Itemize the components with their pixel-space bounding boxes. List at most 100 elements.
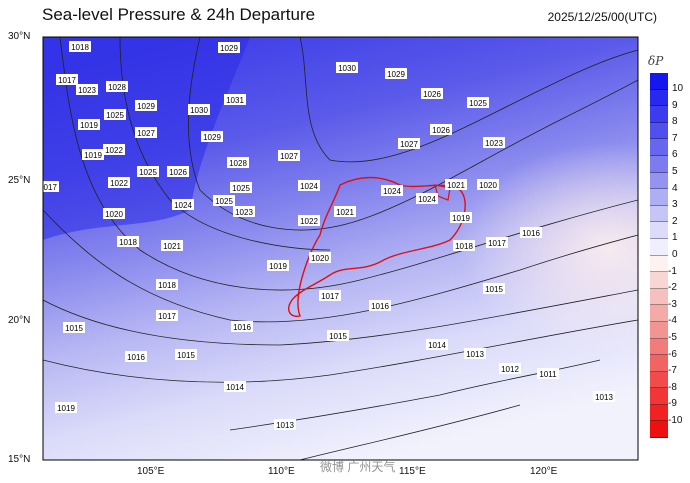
colorbar-label: -5 xyxy=(668,332,677,343)
isobar-label: 1018 xyxy=(119,238,137,247)
isobar-label: 1017 xyxy=(39,183,57,192)
colorbar-label: -3 xyxy=(668,298,677,310)
chart-title: Sea-level Pressure & 24h Departure xyxy=(42,5,316,24)
isobar-label: 1022 xyxy=(105,146,123,155)
colorbar-swatch xyxy=(650,338,668,356)
isobar-label: 1019 xyxy=(452,214,470,223)
isobar-label: 1018 xyxy=(71,43,89,52)
lon-label-115: 115°E xyxy=(399,466,426,477)
colorbar-swatch xyxy=(650,122,668,140)
isobar-label: 1030 xyxy=(338,64,356,73)
isobar-line xyxy=(299,404,521,460)
colorbar-swatch xyxy=(650,73,668,90)
lat-label-30: 30°N xyxy=(8,31,31,42)
isobar-label: 1025 xyxy=(139,168,157,177)
isobar-label: 1020 xyxy=(311,254,329,263)
colorbar-swatch xyxy=(650,272,668,289)
isobar-label: 1026 xyxy=(423,90,441,99)
colorbar-label: 4 xyxy=(672,182,678,194)
colorbar-label: -10 xyxy=(668,415,683,426)
isobar-label: 1014 xyxy=(226,383,244,392)
isobar-label: 1028 xyxy=(108,83,126,92)
colorbar-swatch xyxy=(650,222,668,239)
lat-label-20: 20°N xyxy=(8,315,31,326)
guangdong-boundary xyxy=(288,176,466,317)
isobar-label: 1019 xyxy=(269,262,287,271)
isobar-label: 1024 xyxy=(418,195,436,204)
isobar-label: 1013 xyxy=(466,350,484,359)
colorbar-swatch xyxy=(650,404,668,422)
isobar-label: 1013 xyxy=(595,393,613,402)
isobar-label: 1015 xyxy=(65,324,83,333)
isobar-label: 1025 xyxy=(215,197,233,206)
colorbar-label: 9 xyxy=(672,99,678,111)
isobar-label: 1030 xyxy=(190,106,208,115)
isobar-label: 1029 xyxy=(203,133,221,142)
isobar-label: 1024 xyxy=(174,201,192,210)
colorbar-label: -2 xyxy=(668,282,677,294)
isobar-label: 1020 xyxy=(105,210,123,219)
isobar-label: 1024 xyxy=(300,182,318,191)
isobar-label: 1028 xyxy=(229,159,247,168)
isobar-line xyxy=(43,319,638,383)
isobar-label: 1025 xyxy=(469,99,487,108)
map-frame xyxy=(42,36,639,461)
isobar-label: 1025 xyxy=(106,111,124,120)
isobar-label: 1026 xyxy=(432,126,450,135)
isobar-label: 1026 xyxy=(169,168,187,177)
colorbar-label: -1 xyxy=(668,265,677,277)
colorbar-swatch xyxy=(650,421,668,439)
isobar-label: 1022 xyxy=(300,217,318,226)
colorbar-label: 6 xyxy=(672,149,678,161)
isobar-label: 1021 xyxy=(447,181,465,190)
colorbar-swatch xyxy=(650,238,668,256)
isobar-label: 1013 xyxy=(276,421,294,430)
isobar-labels: 1018101710231019102810251029102910271022… xyxy=(39,41,615,430)
isobar-label: 1027 xyxy=(400,140,418,149)
isobar-label: 1017 xyxy=(158,312,176,321)
isobar-label: 1023 xyxy=(78,86,96,95)
isobar-label: 1016 xyxy=(522,229,540,238)
colorbar-label: 0 xyxy=(672,249,678,260)
isobar-label: 1011 xyxy=(539,370,557,379)
isobar-label: 1020 xyxy=(479,181,497,190)
isobar-line xyxy=(43,289,638,346)
isobar-label: 1017 xyxy=(321,292,339,301)
colorbar-swatch xyxy=(650,189,668,206)
colorbar-swatch xyxy=(650,205,668,223)
lat-label-25: 25°N xyxy=(8,175,31,186)
colorbar-label: -9 xyxy=(668,398,677,410)
colorbar-swatch xyxy=(650,288,668,306)
lon-label-120: 120°E xyxy=(530,466,558,477)
colorbar-swatch xyxy=(650,139,668,156)
colorbar-label: 3 xyxy=(672,199,678,211)
colorbar-label: -7 xyxy=(668,365,677,377)
colorbar-label: -6 xyxy=(668,348,677,360)
colorbar-swatch xyxy=(650,371,668,389)
isobar-label: 1016 xyxy=(127,353,145,362)
isobar-label: 1024 xyxy=(383,187,401,196)
colorbar-title: δP xyxy=(648,54,664,68)
isobar-label: 1021 xyxy=(163,242,181,251)
isobar-label: 1017 xyxy=(58,76,76,85)
colorbar-swatch xyxy=(650,305,668,322)
isobar-label: 1022 xyxy=(110,179,128,188)
lat-label-15: 15°N xyxy=(8,454,31,465)
colorbar-label: -8 xyxy=(668,381,677,393)
isobar-label: 1027 xyxy=(137,129,155,138)
colorbar-swatch xyxy=(650,172,668,190)
colorbar-label: 5 xyxy=(672,166,678,177)
colorbar-swatch xyxy=(650,89,668,107)
isobar-label: 1014 xyxy=(428,341,446,350)
isobar-label: 1018 xyxy=(455,242,473,251)
colorbar-swatch xyxy=(650,388,668,405)
colorbar-swatch xyxy=(650,355,668,372)
isobar-label: 1029 xyxy=(387,70,405,79)
valid-time: 2025/12/25/00(UTC) xyxy=(547,10,657,24)
isobar-label: 1016 xyxy=(371,302,389,311)
isobar-label: 1019 xyxy=(84,151,102,160)
isobar-label: 1019 xyxy=(80,121,98,130)
colorbar-swatch xyxy=(650,155,668,173)
isobar-line xyxy=(43,209,638,323)
